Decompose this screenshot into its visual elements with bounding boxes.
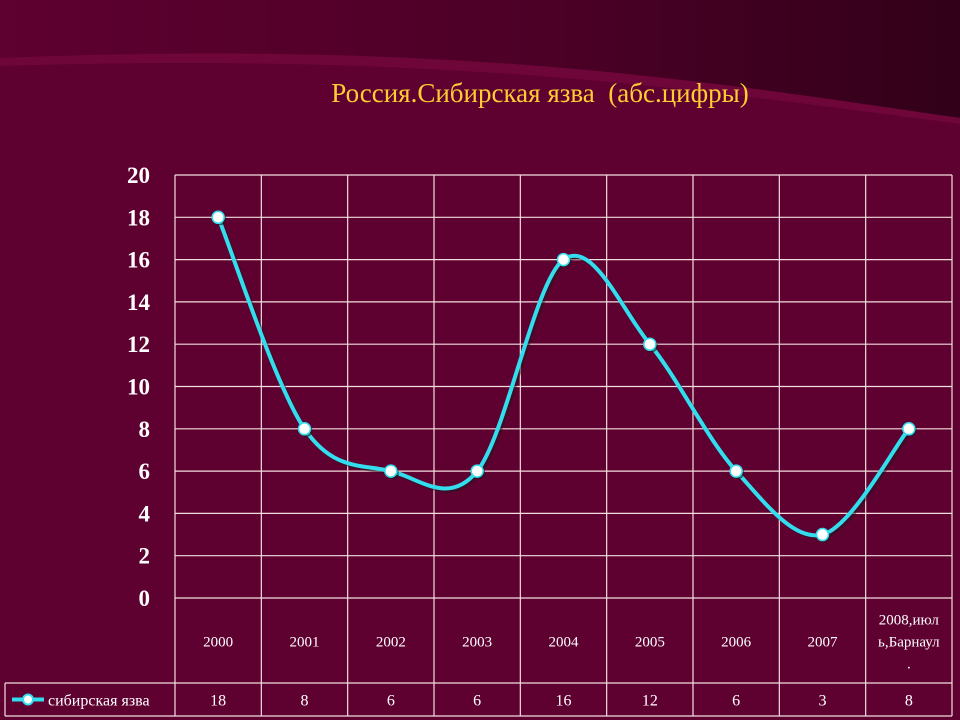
data-table-value: 16 xyxy=(556,693,572,710)
y-tick-label: 4 xyxy=(139,501,151,526)
data-table-value: 6 xyxy=(732,693,740,710)
y-axis-ticks: 0 2 4 6 8 10 12 14 16 18 20 xyxy=(127,163,151,611)
data-table-value: 8 xyxy=(301,693,309,710)
y-tick-label: 0 xyxy=(139,586,151,611)
data-point xyxy=(470,464,484,478)
y-tick-label: 2 xyxy=(139,544,151,569)
series-line xyxy=(216,216,911,538)
data-point xyxy=(729,464,743,478)
data-point xyxy=(902,422,916,436)
data-point xyxy=(297,422,312,436)
chart-grid xyxy=(4,174,953,717)
y-tick-label: 8 xyxy=(139,417,151,442)
y-tick-label: 14 xyxy=(127,290,151,315)
x-category-label: 2000 xyxy=(203,635,233,651)
title-band-decoration xyxy=(0,0,960,130)
x-category-label: 2006 xyxy=(721,635,752,651)
data-table-value: 12 xyxy=(642,693,658,710)
data-table-value: 8 xyxy=(905,693,913,710)
x-category-label: 2001 xyxy=(290,635,320,651)
data-point xyxy=(211,210,225,225)
data-table-value: 6 xyxy=(473,693,481,710)
legend-series-name: сибирская язва xyxy=(48,693,150,710)
data-table-value: 18 xyxy=(210,693,226,710)
y-tick-label: 20 xyxy=(127,163,150,188)
data-point xyxy=(815,527,830,542)
slide-title: Россия.Сибирская язва (абс.цифры) xyxy=(331,78,749,108)
x-category-label: 2008,июл ь,Барнаул. xyxy=(878,613,940,673)
y-tick-label: 10 xyxy=(127,375,150,400)
y-tick-label: 16 xyxy=(127,248,150,273)
legend-marker-swatch xyxy=(22,693,34,706)
y-tick-label: 12 xyxy=(127,332,150,357)
data-table-value: 6 xyxy=(387,693,395,710)
series-sibirskaya-yazva xyxy=(211,210,917,543)
x-category-label: 2005 xyxy=(635,635,665,651)
y-tick-label: 6 xyxy=(139,459,151,484)
x-category-label: 2004 xyxy=(549,635,580,651)
y-tick-label: 18 xyxy=(127,205,150,230)
data-table-value: 3 xyxy=(819,693,827,710)
data-point xyxy=(556,252,571,267)
data-point xyxy=(384,464,398,478)
x-category-label: 2002 xyxy=(376,635,406,651)
data-point xyxy=(643,337,657,351)
x-category-label: 2003 xyxy=(462,635,492,651)
data-table: 2000 2001 2002 2003 2004 2005 2006 2007 2008,июл… xyxy=(12,613,940,710)
x-category-label: 2007 xyxy=(808,635,839,651)
